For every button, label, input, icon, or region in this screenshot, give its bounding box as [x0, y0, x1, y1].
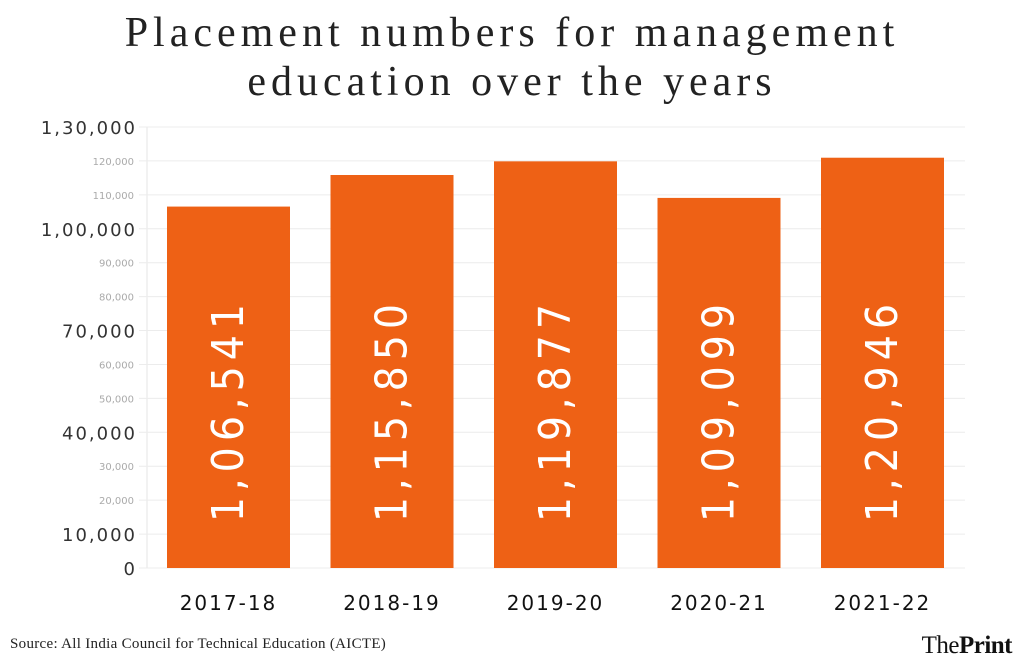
y-tick-label: 10,000 — [62, 525, 137, 546]
bar — [821, 157, 944, 568]
y-tick-label: 20,000 — [99, 496, 134, 507]
theprint-logo: ThePrint — [921, 632, 1013, 660]
x-tick-label: 2019-20 — [507, 591, 605, 615]
bar — [330, 175, 454, 568]
y-tick-label: 50,000 — [99, 394, 134, 405]
y-tick-label: 1,00,000 — [41, 220, 137, 241]
y-tick-label: 80,000 — [99, 293, 134, 304]
bar-data-label: 1,09,099 — [694, 298, 745, 522]
x-tick-label: 2018-19 — [343, 591, 441, 615]
y-tick-label: 70,000 — [62, 322, 137, 343]
logo-part2: Print — [958, 632, 1013, 659]
y-tick-label: 0 — [124, 559, 137, 580]
x-tick-label: 2020-21 — [670, 591, 768, 615]
y-tick-label: 120,000 — [93, 157, 134, 168]
y-tick-label: 30,000 — [99, 462, 134, 473]
y-tick-label: 40,000 — [62, 423, 137, 444]
bar — [167, 206, 290, 568]
bar-data-label: 1,06,541 — [203, 298, 254, 522]
bar — [657, 197, 781, 568]
y-tick-label: 90,000 — [99, 259, 134, 270]
logo-part1: The — [921, 632, 960, 659]
bar-data-label: 1,19,877 — [530, 298, 581, 522]
y-tick-label: 1,30,000 — [41, 118, 137, 139]
y-tick-label: 60,000 — [99, 360, 134, 371]
x-tick-label: 2017-18 — [180, 591, 278, 615]
x-tick-label: 2021-22 — [834, 591, 932, 615]
source-note: Source: All India Council for Technical … — [10, 636, 387, 652]
bar-data-label: 1,15,850 — [367, 298, 418, 522]
bar — [494, 161, 617, 568]
bar-data-label: 1,20,946 — [857, 298, 908, 522]
chart-title-line-2: education over the years — [247, 59, 777, 105]
chart-title-line-1: Placement numbers for management — [124, 10, 900, 56]
y-tick-label: 110,000 — [93, 191, 134, 202]
